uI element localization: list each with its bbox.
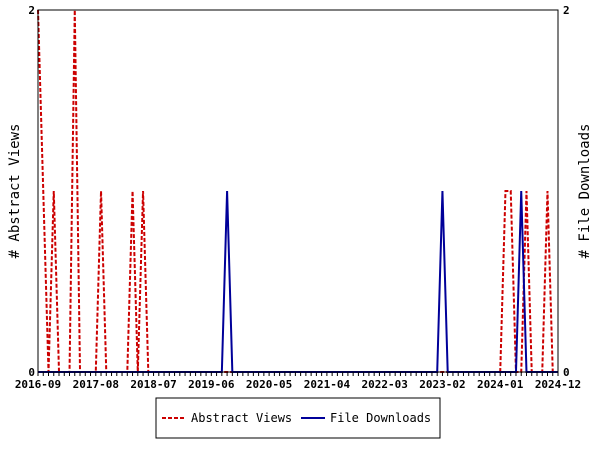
y-left-tick-top: 2: [28, 4, 35, 17]
legend-label-file-downloads: File Downloads: [330, 411, 431, 425]
y-axis-left-label: # Abstract Views: [7, 124, 23, 259]
x-ticks-layer: 2016-09 2017-08 2018-07 2019-06 2020-05 2021-…: [15, 372, 581, 391]
series-line-abstract-views: [37, 9, 558, 373]
legend: Abstract Views File Downloads: [155, 397, 441, 439]
x-tick-label: 2024-12: [535, 378, 581, 391]
y-right-tick-bottom: 0: [563, 366, 570, 379]
x-tick-label: 2023-02: [419, 378, 465, 391]
x-tick-label: 2022-03: [361, 378, 407, 391]
x-tick-label: 2021-04: [304, 378, 351, 391]
x-tick-label: 2020-05: [246, 378, 292, 391]
legend-label-abstract-views: Abstract Views: [191, 411, 292, 425]
x-tick-label: 2018-07: [130, 378, 176, 391]
y-right-tick-top: 2: [563, 4, 570, 17]
x-tick-label: 2016-09: [15, 378, 61, 391]
series-line-file-downloads: [38, 190, 558, 373]
series-layer: [37, 9, 558, 373]
legend-box: [155, 397, 441, 439]
x-tick-label: 2019-06: [188, 378, 235, 391]
y-left-tick-bottom: 0: [28, 366, 35, 379]
y-axis-right-label: # File Downloads: [577, 124, 593, 259]
plot-frame: [37, 9, 559, 373]
x-tick-label: 2017-08: [73, 378, 119, 391]
x-tick-label: 2024-01: [477, 378, 524, 391]
